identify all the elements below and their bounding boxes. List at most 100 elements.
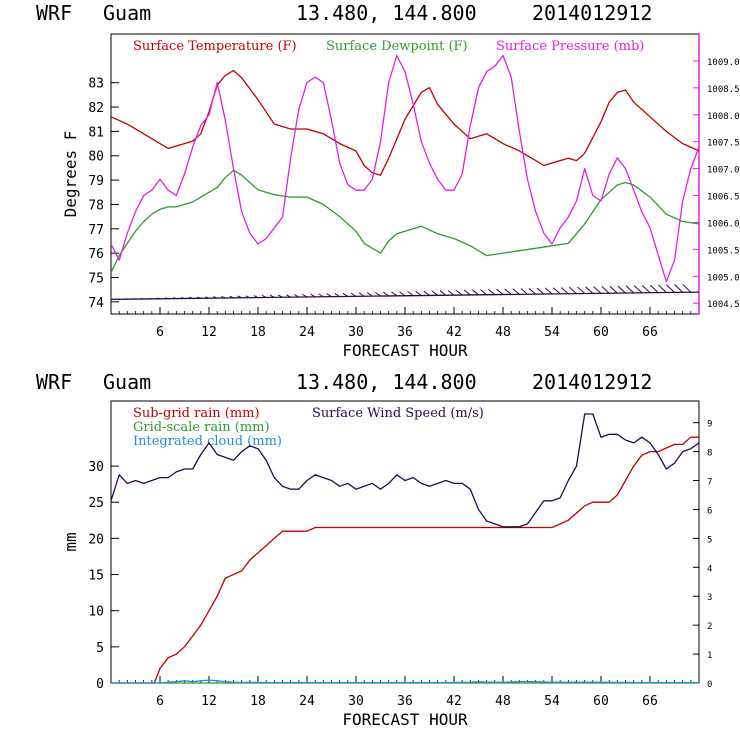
- wind-barb: [156, 297, 161, 300]
- panel1-site-title: Guam: [103, 1, 151, 25]
- wind-barb: [180, 296, 185, 299]
- y2-tick-label: 1: [707, 651, 712, 661]
- wind-barb: [229, 295, 234, 299]
- x-tick-label: 18: [250, 694, 266, 709]
- wind-barb: [302, 293, 308, 298]
- panel1-plot-frame: [110, 33, 700, 315]
- y-tick-label: 15: [88, 569, 104, 584]
- wind-barb: [213, 296, 218, 299]
- y2-tick-label: 1005.0: [707, 273, 740, 283]
- y2-tick-label: 7: [707, 478, 712, 488]
- y-tick-label: 81: [88, 125, 104, 140]
- legend-subgrid-rain: Sub-grid rain (mm): [133, 406, 260, 421]
- wind-barb: [658, 284, 667, 293]
- y-tick-label: 83: [88, 77, 104, 92]
- y2-tick-label: 8: [707, 449, 712, 459]
- temperature-panel: WRF Guam 13.480, 144.800 2014012912 Surf…: [36, 1, 740, 360]
- panel1-coords-title: 13.480, 144.800: [296, 1, 477, 25]
- panel1-x-ticks: 6 12 18 24 30 36 42 48 54 60 66: [118, 307, 692, 340]
- panel1-run-title: 2014012912: [532, 1, 652, 25]
- y-tick-label: 76: [88, 247, 104, 262]
- y2-tick-label: 4: [707, 564, 712, 574]
- y2-tick-label: 1004.5: [707, 300, 740, 310]
- wind-barb: [294, 294, 300, 298]
- x-tick-label: 42: [446, 325, 462, 340]
- panel1-y-axis-label: Degrees F: [61, 131, 80, 218]
- y2-tick-label: 9: [707, 420, 712, 430]
- y-tick-label: 82: [88, 101, 104, 116]
- wind-barb: [633, 285, 643, 294]
- wind-barb: [560, 287, 569, 295]
- y2-tick-label: 1009.0: [707, 58, 740, 68]
- panel2-coords-title: 13.480, 144.800: [296, 370, 477, 394]
- wind-barb: [415, 290, 422, 296]
- rain-wind-panel: WRF Guam 13.480, 144.800 2014012912 Sub-…: [36, 370, 712, 729]
- legend-pressure: Surface Pressure (mb): [496, 39, 644, 54]
- wind-barb: [374, 291, 381, 297]
- panel2-run-title: 2014012912: [532, 370, 652, 394]
- legend-temperature: Surface Temperature (F): [133, 39, 297, 54]
- panel1-x-axis-label: FORECAST HOUR: [342, 341, 468, 360]
- y-tick-label: 25: [88, 496, 104, 511]
- x-tick-label: 36: [397, 325, 413, 340]
- x-tick-label: 12: [201, 694, 217, 709]
- panel2-y-ticks: 0 5 10 15 20 25 30: [88, 460, 119, 692]
- legend-gridscale-rain: Grid-scale rain (mm): [133, 420, 270, 435]
- panel2-site-title: Guam: [103, 370, 151, 394]
- wind-barb: [197, 296, 201, 299]
- wind-barb: [463, 289, 471, 296]
- x-tick-label: 30: [348, 325, 364, 340]
- panel1-y2-ticks: 1004.5 1005.0 1005.5 1006.0 1006.5 1007.0 1007…: [693, 58, 740, 310]
- x-tick-label: 6: [156, 694, 164, 709]
- wind-barb: [504, 288, 512, 295]
- wind-barb: [205, 296, 210, 299]
- y-tick-label: 30: [88, 460, 104, 475]
- wind-barb: [641, 284, 651, 294]
- wind-barb: [431, 290, 438, 296]
- panel1-y-ticks: 74 75 76 77 78 79 80 81 82 83: [88, 77, 119, 311]
- panel2-x-axis-label: FORECAST HOUR: [342, 710, 468, 729]
- wind-barb: [480, 289, 487, 296]
- y2-tick-label: 2: [707, 622, 712, 632]
- wind-barb: [585, 286, 594, 294]
- y-tick-label: 5: [96, 641, 104, 656]
- y-tick-label: 79: [88, 174, 104, 189]
- panel1-model-title: WRF: [36, 1, 72, 25]
- wind-barb: [439, 290, 447, 296]
- x-tick-label: 24: [299, 325, 315, 340]
- wind-barb: [189, 296, 193, 299]
- y-tick-label: 80: [88, 150, 104, 165]
- wind-barb: [488, 289, 496, 296]
- wind-barb: [520, 288, 528, 295]
- y2-tick-label: 1007.0: [707, 166, 740, 176]
- wind-barb: [245, 295, 251, 299]
- x-tick-label: 48: [495, 325, 511, 340]
- wind-barb: [383, 291, 389, 297]
- series-line-surface-pressure-mb-: [110, 54, 700, 283]
- y-tick-label: 78: [88, 198, 104, 213]
- y2-tick-label: 0: [707, 680, 712, 690]
- legend-integrated-cloud: Integrated cloud (mm): [133, 434, 282, 449]
- wind-barb: [366, 292, 373, 297]
- x-tick-label: 54: [544, 694, 560, 709]
- y-tick-label: 74: [88, 296, 104, 311]
- series-line-surface-wind-barbs: [110, 291, 700, 301]
- wind-barb: [285, 294, 291, 298]
- wind-barb: [253, 295, 259, 299]
- y2-tick-label: 1007.5: [707, 139, 740, 149]
- wind-barb: [617, 285, 626, 294]
- x-tick-label: 60: [593, 694, 609, 709]
- wind-barb: [496, 288, 504, 295]
- wind-barb: [682, 283, 692, 293]
- wind-barb: [342, 292, 349, 297]
- wind-barb: [625, 285, 635, 294]
- y2-tick-label: 1006.0: [707, 219, 740, 229]
- panel2-x-ticks: 6 12 18 24 30 36 42 48 54 60 66: [118, 676, 692, 709]
- wind-barb: [649, 284, 659, 293]
- wind-barb: [536, 287, 545, 295]
- series-line-sub-grid-rain-mm-: [111, 436, 699, 684]
- x-tick-label: 30: [348, 694, 364, 709]
- wind-barb: [674, 284, 684, 293]
- y2-tick-label: 6: [707, 506, 712, 516]
- y2-tick-label: 3: [707, 593, 712, 603]
